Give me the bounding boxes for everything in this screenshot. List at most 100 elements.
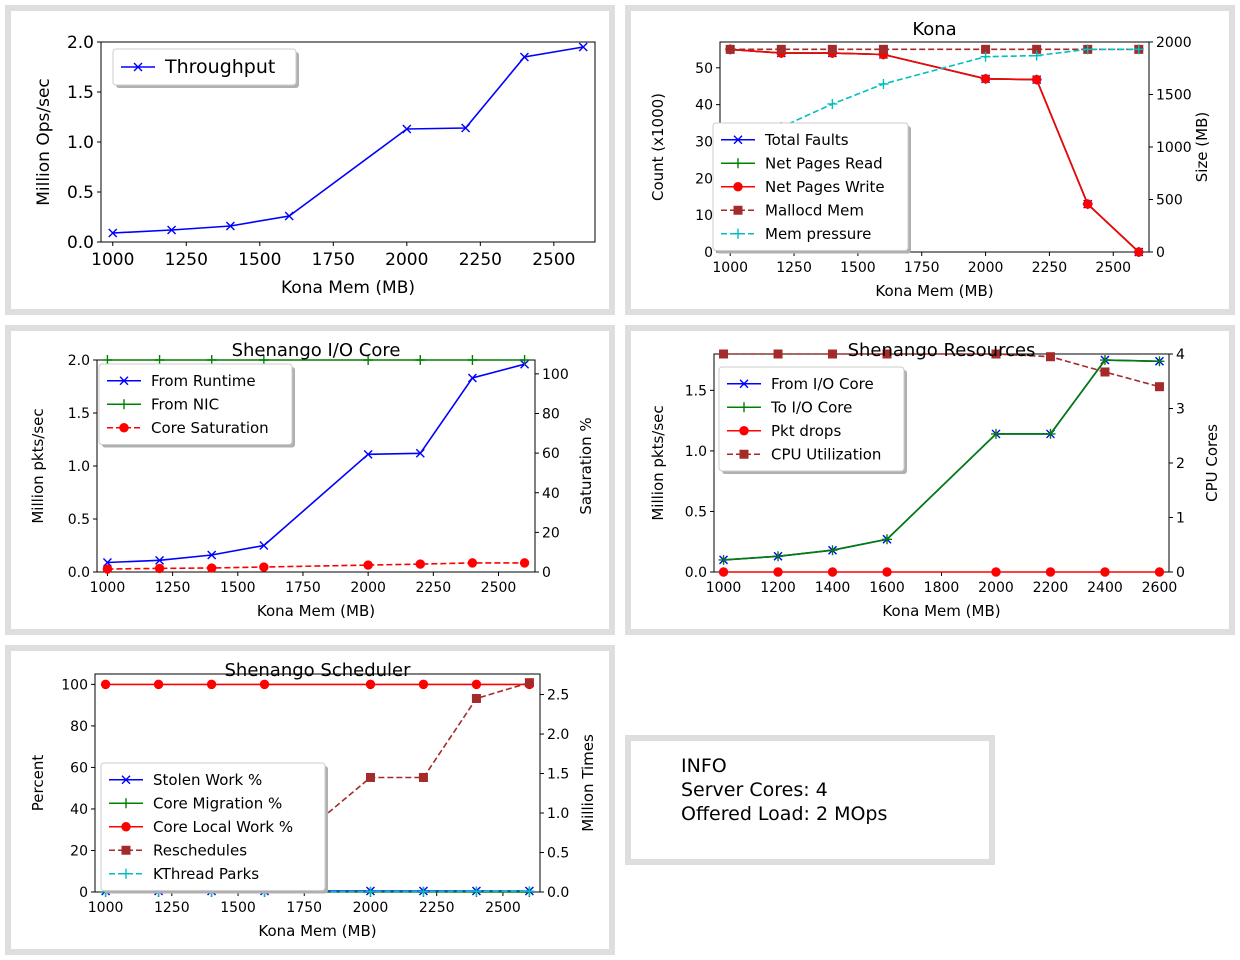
data-point-from-runtime bbox=[155, 555, 165, 565]
x-tick-label: 1000 bbox=[91, 250, 134, 270]
y-tick-label: 0 bbox=[704, 245, 713, 261]
data-point-pkt-drops bbox=[718, 567, 729, 577]
chart-title: Kona bbox=[912, 19, 956, 40]
legend-marker-total-faults bbox=[733, 135, 743, 145]
data-point-cpu-utilization bbox=[828, 349, 838, 359]
data-point-net-pages-write bbox=[1031, 74, 1042, 85]
data-point-throughput bbox=[461, 123, 471, 133]
legend: From I/O Core To I/O Core Pkt drops CPU Uti… bbox=[718, 366, 907, 474]
series-from-nic bbox=[102, 355, 530, 365]
x-tick-label: 2250 bbox=[419, 900, 455, 916]
y-axis-label: Million Ops/sec bbox=[34, 78, 54, 206]
series-core-saturation bbox=[102, 558, 530, 574]
y-tick-label: 60 bbox=[70, 760, 88, 776]
data-point-core-saturation bbox=[467, 558, 478, 568]
data-point-to-i-o-core bbox=[827, 545, 838, 556]
data-point-pkt-drops bbox=[1154, 567, 1165, 577]
legend-label-from-nic: From NIC bbox=[151, 396, 219, 414]
kona-chart: 1000 1250 1500 1750 2000 2250 2500010203040500… bbox=[649, 19, 1211, 300]
legend-label-kthread-parks: KThread Parks bbox=[153, 865, 259, 883]
data-point-core-local-work bbox=[365, 679, 376, 690]
y-axis-label: Percent bbox=[29, 755, 47, 812]
x-tick-label: 2000 bbox=[978, 580, 1014, 596]
y2-tick-label: 2 bbox=[1176, 456, 1185, 472]
data-point-net-pages-write bbox=[1134, 247, 1144, 257]
data-point-to-i-o-core bbox=[1099, 355, 1110, 366]
x-tick-label: 1250 bbox=[154, 900, 190, 916]
y2-tick-label: 0 bbox=[542, 565, 551, 581]
data-point-from-nic bbox=[467, 355, 478, 365]
data-point-mem-pressure bbox=[827, 98, 838, 109]
legend-label-cpu-utilization: CPU Utilization bbox=[771, 446, 881, 464]
y-tick-label: 0.5 bbox=[685, 504, 707, 520]
y2-tick-label: 500 bbox=[1156, 193, 1183, 209]
y-axis-label: Million pkts/sec bbox=[29, 408, 47, 523]
y2-tick-label: 2.5 bbox=[547, 688, 569, 704]
data-point-pkt-drops bbox=[1045, 567, 1056, 577]
legend-marker-core-local-work bbox=[121, 822, 131, 832]
legend-marker-to-i-o-core bbox=[739, 402, 749, 413]
legend-box bbox=[712, 122, 909, 251]
data-point-from-runtime bbox=[102, 557, 112, 567]
x-tick-label: 2250 bbox=[416, 580, 452, 596]
legend-label-from-runtime: From Runtime bbox=[151, 372, 256, 390]
x-tick-label: 2250 bbox=[1032, 260, 1068, 276]
legend-label-reschedules: Reschedules bbox=[153, 842, 247, 860]
x-axis-label: Kona Mem (MB) bbox=[258, 922, 376, 940]
data-point-throughput bbox=[578, 42, 588, 52]
data-point-from-runtime bbox=[363, 449, 373, 459]
data-point-mem-pressure bbox=[1082, 44, 1093, 55]
x-tick-label: 2500 bbox=[1095, 260, 1131, 276]
x-tick-label: 1250 bbox=[155, 580, 191, 596]
data-point-from-nic bbox=[154, 355, 165, 365]
y-tick-label: 0 bbox=[79, 885, 88, 901]
y2-tick-label: 1500 bbox=[1156, 88, 1192, 104]
x-tick-label: 1250 bbox=[776, 260, 812, 276]
y2-axis-label: Million Times bbox=[579, 734, 597, 832]
data-point-from-nic bbox=[519, 355, 530, 365]
legend-label-mallocd-mem: Mallocd Mem bbox=[765, 202, 864, 220]
data-point-net-pages-write bbox=[980, 74, 991, 84]
data-point-core-local-work bbox=[153, 679, 164, 690]
data-point-throughput bbox=[402, 124, 412, 134]
data-point-to-i-o-core bbox=[718, 554, 729, 565]
data-point-core-saturation bbox=[102, 564, 113, 574]
legend-box bbox=[718, 366, 905, 472]
y-tick-label: 30 bbox=[695, 135, 713, 151]
data-point-kthread-parks bbox=[365, 886, 376, 897]
data-point-pkt-drops bbox=[1100, 567, 1110, 577]
data-point-core-local-work bbox=[259, 679, 270, 690]
legend-marker-mem-pressure bbox=[733, 228, 743, 239]
y-tick-label: 100 bbox=[61, 677, 88, 693]
x-tick-label: 1000 bbox=[712, 260, 748, 276]
y-tick-label: 20 bbox=[695, 171, 713, 187]
data-point-core-saturation bbox=[154, 563, 165, 574]
data-point-from-runtime bbox=[207, 550, 217, 560]
x-tick-label: 2000 bbox=[385, 250, 428, 270]
data-point-cpu-utilization bbox=[773, 349, 783, 359]
data-point-mallocd-mem bbox=[827, 44, 837, 54]
legend-marker-throughput bbox=[133, 62, 143, 72]
x-tick-label: 2400 bbox=[1087, 580, 1123, 596]
data-point-to-i-o-core bbox=[990, 428, 1001, 439]
legend-marker-net-pages-read bbox=[733, 158, 743, 169]
y2-tick-label: 2000 bbox=[1156, 35, 1192, 51]
y2-axis-label: Size (MB) bbox=[1193, 112, 1211, 183]
y-axis-label: Count (x1000) bbox=[649, 93, 667, 201]
legend-marker-cpu-utilization bbox=[739, 449, 749, 459]
legend-label-core-saturation: Core Saturation bbox=[151, 419, 269, 437]
data-point-pkt-drops bbox=[827, 567, 838, 577]
x-axis-label: Kona Mem (MB) bbox=[281, 278, 415, 298]
data-point-pkt-drops bbox=[773, 567, 783, 577]
scheduler-chart-panel: 1000 1250 1500 1750 2000 2250 2500 0 20 40 60 80 100… bbox=[5, 645, 615, 955]
x-tick-label: 1750 bbox=[286, 900, 322, 916]
series-line-from-runtime bbox=[107, 363, 525, 564]
x-tick-label: 1200 bbox=[760, 580, 796, 596]
data-point-throughput bbox=[284, 211, 294, 221]
x-tick-label: 1500 bbox=[220, 900, 256, 916]
data-point-from-nic bbox=[102, 355, 113, 365]
data-point-to-i-o-core bbox=[882, 534, 893, 545]
y-tick-label: 0.5 bbox=[67, 183, 94, 203]
data-point-to-i-o-core bbox=[1045, 428, 1056, 439]
kona-chart-panel: 1000 1250 1500 1750 2000 2250 2500 0 10 20 30 40 50 0… bbox=[625, 5, 1235, 315]
